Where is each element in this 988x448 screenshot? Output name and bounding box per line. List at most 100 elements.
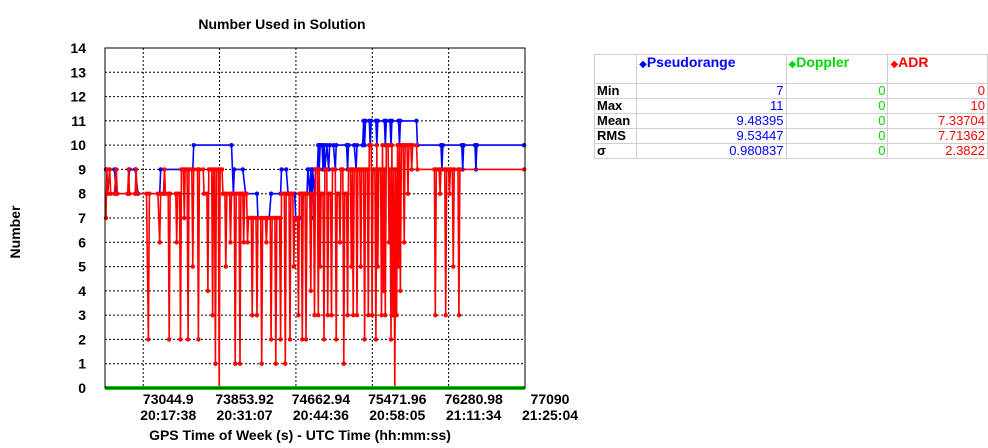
header-adr-label: ADR bbox=[898, 54, 929, 70]
cell-value: 0 bbox=[887, 83, 988, 99]
series-adr-point bbox=[308, 288, 313, 294]
series-pseudorange-point bbox=[389, 118, 395, 124]
series-adr-point bbox=[133, 167, 139, 172]
series-pseudorange-point bbox=[384, 118, 389, 124]
series-adr-point bbox=[278, 337, 283, 342]
series-adr-point bbox=[219, 167, 225, 172]
x-tick-gps: 73044.9 bbox=[143, 391, 194, 407]
x-tick-utc: 20:58:05 bbox=[369, 407, 425, 423]
series-adr-point bbox=[213, 361, 218, 366]
row-label: Min bbox=[593, 83, 638, 99]
x-axis-label: GPS Time of Week (s) - UTC Time (hh:mm:s… bbox=[149, 427, 451, 443]
doppler-marker-icon: ◆ bbox=[788, 59, 797, 70]
series-adr-point bbox=[287, 337, 293, 342]
series-adr-point bbox=[167, 191, 173, 196]
x-tick-gps: 75471.96 bbox=[368, 391, 427, 407]
series-adr-point bbox=[389, 142, 395, 148]
y-tick-label: 1 bbox=[78, 356, 86, 372]
series-adr-point bbox=[438, 167, 444, 172]
series-adr-point bbox=[107, 167, 112, 172]
series-pseudorange-point bbox=[362, 142, 367, 148]
series-adr-point bbox=[387, 167, 393, 172]
series-adr-point bbox=[264, 240, 269, 245]
series-adr-point bbox=[204, 191, 210, 196]
series-adr-point bbox=[166, 337, 172, 342]
series-adr-point bbox=[379, 312, 384, 318]
series-adr-point bbox=[157, 240, 162, 245]
series-adr-point bbox=[196, 337, 201, 342]
series-adr-point bbox=[127, 191, 132, 196]
cell-value: 7.33704 bbox=[887, 113, 988, 129]
series-adr-point bbox=[174, 240, 179, 245]
series-adr-point bbox=[452, 167, 457, 172]
series-adr-point bbox=[191, 167, 196, 172]
cell-value: 0 bbox=[785, 143, 889, 159]
cell-value: 0.980837 bbox=[636, 143, 787, 159]
plot-frame bbox=[104, 47, 526, 389]
series-adr-point bbox=[329, 312, 334, 318]
series-layer bbox=[103, 118, 527, 391]
series-adr-point bbox=[146, 337, 151, 342]
series-adr-point bbox=[390, 312, 396, 318]
y-tick-label: 11 bbox=[71, 113, 86, 129]
series-adr-point bbox=[210, 312, 215, 318]
series-adr-point bbox=[374, 142, 380, 148]
y-tick-label: 3 bbox=[78, 307, 86, 323]
y-axis-label: Number bbox=[7, 205, 23, 258]
series-adr-point bbox=[451, 264, 456, 269]
series-adr-point bbox=[291, 264, 296, 269]
row-label: RMS bbox=[593, 128, 638, 144]
stats-row-rms: RMS 9.53447 0 7.71362 bbox=[593, 128, 988, 144]
series-adr-point bbox=[415, 167, 420, 172]
series-pseudorange-point bbox=[354, 142, 360, 148]
cell-value: 9.48395 bbox=[636, 113, 787, 129]
series-adr-point bbox=[182, 215, 187, 221]
series-adr-point bbox=[244, 191, 249, 196]
y-tick-label: 7 bbox=[78, 210, 86, 226]
series-adr-point bbox=[344, 191, 349, 196]
cell-value: 11 bbox=[636, 98, 787, 114]
series-pseudorange-point bbox=[232, 167, 237, 172]
series-adr-point bbox=[456, 312, 462, 318]
x-tick-utc: 20:44:36 bbox=[293, 407, 349, 423]
y-tick-label: 13 bbox=[70, 64, 86, 80]
header-pseudorange-label: Pseudorange bbox=[646, 54, 736, 70]
y-tick-label: 2 bbox=[78, 331, 86, 347]
series-adr-point bbox=[443, 312, 448, 318]
series-adr-point bbox=[283, 361, 288, 366]
cell-value: 0 bbox=[785, 83, 889, 99]
series-adr-point bbox=[372, 167, 378, 172]
y-tick-label: 10 bbox=[70, 137, 86, 153]
series-adr-point bbox=[328, 191, 333, 196]
y-tick-label: 8 bbox=[78, 186, 86, 202]
adr-marker-icon: ◆ bbox=[890, 59, 899, 70]
series-adr-point bbox=[340, 167, 346, 172]
series-adr-point bbox=[311, 191, 316, 196]
series-adr-point bbox=[333, 167, 338, 172]
header-doppler-label: Doppler bbox=[796, 54, 850, 70]
series-adr-point bbox=[410, 142, 415, 148]
series-pseudorange-point bbox=[398, 118, 403, 124]
y-tick-label: 14 bbox=[70, 40, 86, 56]
series-adr-point bbox=[320, 191, 326, 196]
series-adr-point bbox=[362, 337, 367, 342]
series-pseudorange-point bbox=[191, 142, 196, 148]
cell-value: 0 bbox=[785, 113, 889, 129]
series-adr-point bbox=[386, 240, 392, 245]
row-label: Mean bbox=[593, 113, 638, 129]
x-tick-gps: 77090 bbox=[531, 391, 570, 407]
series-pseudorange-point bbox=[461, 142, 466, 148]
series-adr-point bbox=[385, 142, 391, 148]
series-adr-point bbox=[317, 264, 323, 269]
series-adr-point bbox=[382, 167, 387, 172]
cell-value: 7 bbox=[636, 83, 787, 99]
series-adr-point bbox=[185, 337, 191, 342]
cell-value: 7.71362 bbox=[887, 128, 988, 144]
series-pseudorange-point bbox=[363, 118, 368, 124]
series-adr-point bbox=[241, 240, 246, 245]
series-pseudorange-point bbox=[268, 191, 274, 196]
x-tick-utc: 21:25:04 bbox=[522, 407, 578, 423]
series-pseudorange-point bbox=[254, 191, 260, 196]
series-adr-point bbox=[254, 312, 260, 318]
